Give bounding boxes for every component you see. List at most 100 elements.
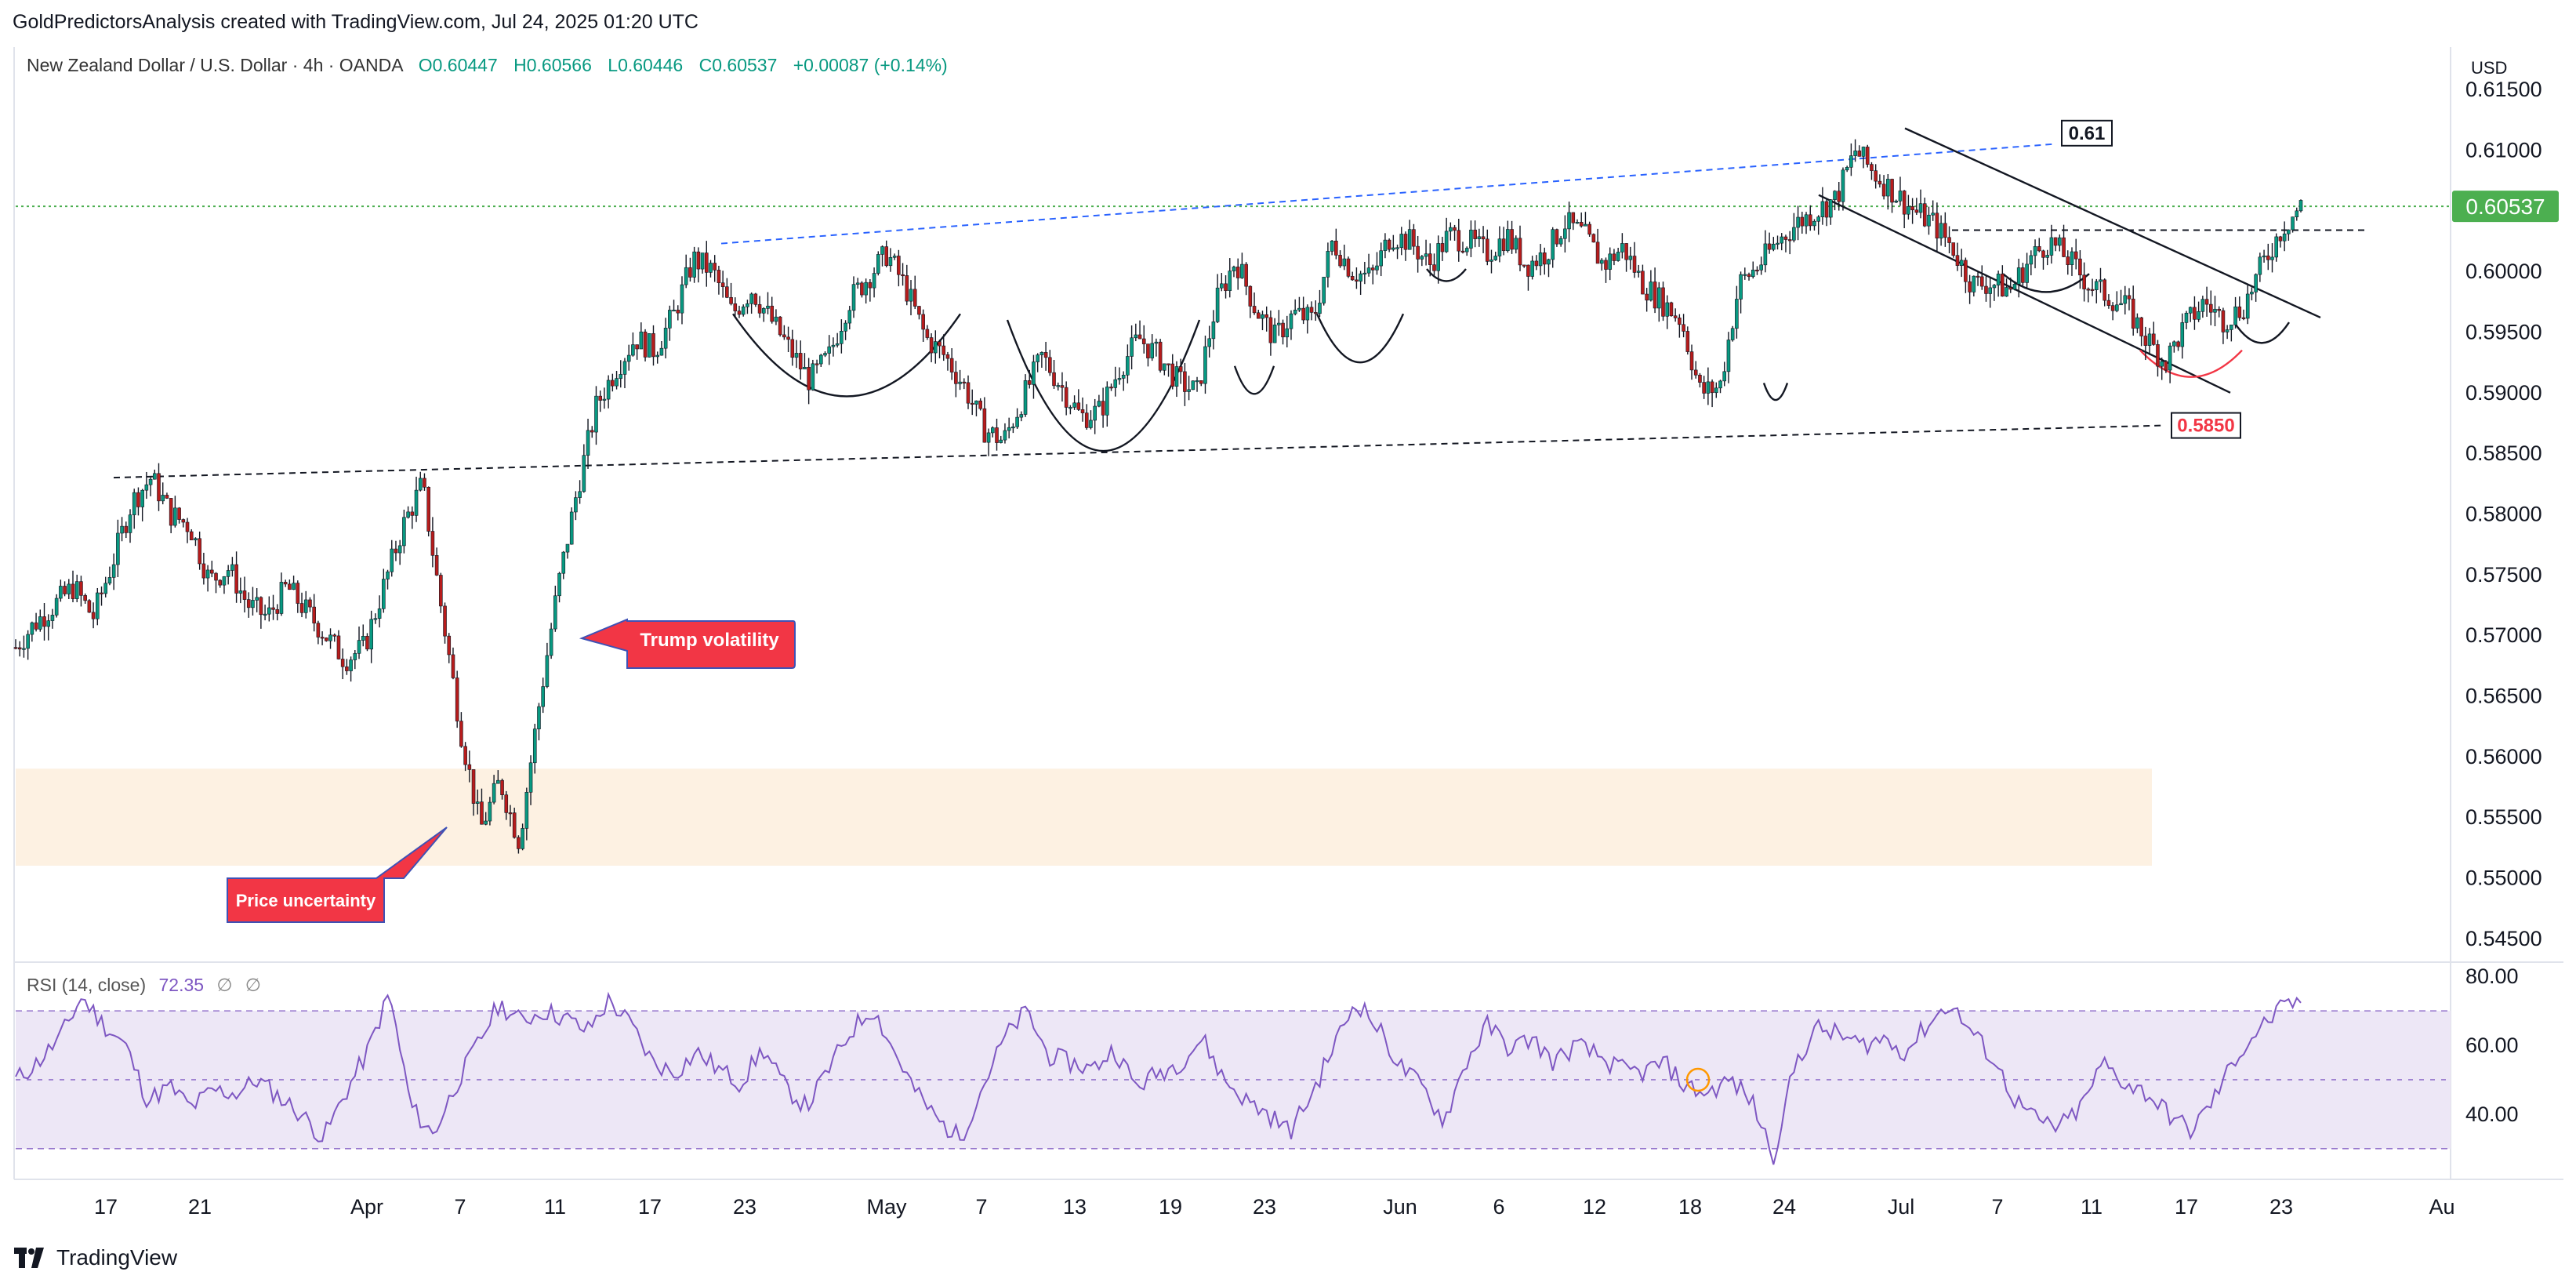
time-tick-label: 19 [1159,1195,1182,1219]
candle-body [2033,246,2037,256]
candle-body [1436,243,1441,271]
tradingview-footer[interactable]: TradingView [14,1245,177,1270]
candle-body [766,305,770,309]
candle-body [2168,345,2172,371]
candle-body [165,495,169,499]
candle-body [1440,243,1445,252]
candle-body [1816,216,1820,222]
candle-body [2078,258,2082,276]
candle-body [2086,289,2091,291]
candle-body [676,309,680,314]
candle-body [966,382,971,404]
candle-body [1220,283,1224,289]
candle-body [1105,387,1109,416]
candle-body [782,334,786,338]
candle-body [942,345,946,355]
candle-body [1313,312,1318,314]
time-tick-label: 23 [2269,1195,2293,1219]
candle-body [655,354,660,358]
candle-body [958,381,962,384]
candle-body [1824,201,1829,218]
candle-body [1878,180,1882,185]
candle-body [680,284,684,314]
candle-body [1137,334,1142,340]
candle-body [549,628,553,656]
rsi-band [16,1011,2451,1149]
candle-body [230,564,234,571]
candle-body [1464,248,1469,252]
candle-body [1902,191,1907,215]
candle-body [1154,341,1159,344]
candle-body [1964,260,1968,282]
candle-body [504,794,509,813]
candle-body [83,595,87,601]
candle-body [2221,310,2226,332]
candle-body [1277,322,1281,325]
candle-body [201,563,206,579]
candle-body [353,652,357,660]
candle-body [954,372,958,384]
candle-body [2123,295,2128,304]
candle-body [598,395,602,401]
candle-body [1130,337,1134,357]
candle-body [1342,258,1347,267]
candle-body [390,548,394,572]
candle-body [1322,277,1326,303]
candle-body [2062,237,2066,257]
candle-body [517,837,521,849]
candle-body [733,303,738,311]
candle-body [1853,151,1857,156]
candle-body [2237,306,2242,318]
candle-body [1449,227,1453,232]
candle-body [205,569,210,579]
candle-body [1003,430,1007,441]
candle-body [827,346,832,354]
candle-body [1097,401,1101,407]
callout-price-bubble [227,826,448,923]
candle-body [430,531,435,556]
candle-body [1620,243,1624,252]
candle-body [308,599,312,608]
price-tick-label: 0.57500 [2465,563,2542,587]
candle-body [844,322,847,332]
candle-body [1080,409,1085,413]
candle-body [1518,238,1522,266]
candle-body [569,511,574,545]
candle-body [2001,274,2005,297]
candle-body [2058,237,2062,246]
time-tick-label: 12 [1583,1195,1606,1219]
candle-body [1645,293,1649,301]
candle-body [962,381,967,383]
candle-body [1093,405,1097,421]
candle-body [1796,216,1800,228]
time-tick-label: 17 [638,1195,662,1219]
candle-body [471,769,476,804]
candle-body [1976,275,1980,278]
support-zone [16,768,2152,866]
candle-body [2184,312,2189,323]
candle-body [1522,264,1526,267]
candle-body [496,779,500,784]
candle-body [880,246,884,255]
candle-body [1759,264,1763,271]
support-label-box [2171,412,2241,439]
price-tick-label: 0.55000 [2465,866,2542,889]
candle-body [1469,229,1473,249]
candle-body [2197,311,2200,320]
candle-body [2021,267,2025,283]
candle-body [234,564,238,594]
candle-body [663,328,668,349]
candle-body [1706,381,1711,394]
candle-body [1281,322,1285,338]
candle-body [2282,233,2287,242]
currency-label[interactable]: USD [2471,58,2508,78]
candle-body [2230,325,2233,330]
candle-body [67,583,71,594]
resistance-trendline [720,143,2055,245]
candle-body [2041,250,2045,258]
candle-body [1403,234,1408,250]
candle-body [467,764,472,770]
candle-body [2103,279,2106,301]
candle-body [2180,322,2185,347]
